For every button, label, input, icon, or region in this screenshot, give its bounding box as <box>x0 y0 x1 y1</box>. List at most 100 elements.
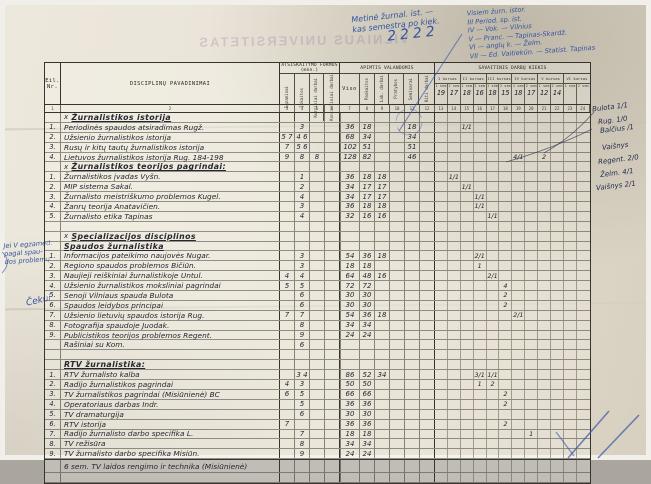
week-cell <box>474 389 487 399</box>
form-cell <box>325 419 340 429</box>
week-cell <box>538 211 552 221</box>
form-cell <box>280 473 295 483</box>
week-cell <box>512 281 526 291</box>
hours-cell <box>375 113 390 122</box>
week-cell <box>487 473 500 483</box>
week-cell <box>551 350 564 360</box>
form-cell <box>325 221 340 231</box>
week-cell <box>577 182 590 191</box>
week-cell <box>512 300 526 310</box>
week-cell <box>487 231 500 241</box>
week-cell <box>512 162 526 172</box>
hours-cell: 54 <box>340 310 360 320</box>
week-cell <box>499 330 513 340</box>
week-cell <box>512 350 526 360</box>
hours-cell: 18 <box>375 202 390 211</box>
form-cell <box>325 251 340 261</box>
hours-cell <box>390 281 405 291</box>
hours-cell <box>390 473 405 483</box>
week-cell <box>525 271 539 281</box>
week-cell <box>551 221 564 231</box>
column-index: 23 <box>564 105 577 112</box>
form-cell <box>325 360 340 370</box>
week-cell <box>461 241 474 251</box>
hours-cell <box>360 162 375 172</box>
section-title: x Žurnalistikos istorija <box>61 113 280 122</box>
semester-cell: 1 sem 18 <box>487 84 500 104</box>
table-row: x Žurnalistikos teorijos pagrindai: <box>45 162 590 173</box>
week-cell <box>525 251 539 261</box>
week-cell <box>435 172 448 182</box>
form-cell <box>280 399 295 409</box>
hours-cell <box>405 360 420 370</box>
week-cell <box>577 232 590 241</box>
hours-cell <box>420 380 435 389</box>
form-cell <box>310 350 325 360</box>
row-number <box>45 113 61 122</box>
hours-cell <box>390 192 405 202</box>
week-cell: 2 <box>499 399 513 409</box>
semester-cell: 2 sem 17 <box>525 84 539 104</box>
week-cell <box>551 281 564 291</box>
week-count: 12 <box>539 89 549 97</box>
hours-cell <box>405 380 420 389</box>
hours-cell <box>420 152 435 162</box>
week-cell <box>538 192 552 202</box>
week-cell <box>435 350 448 360</box>
hours-cell <box>375 281 390 291</box>
week-cell <box>538 360 552 370</box>
table-row: 2. Radijo žurnalistikos pagrindai 4 3 50 50 1 2 <box>45 380 590 390</box>
hours-cell <box>390 251 405 261</box>
hours-cell <box>420 241 435 251</box>
hours-cell <box>420 460 435 473</box>
discipline-name: Užsienio žurnalistikos istorija <box>61 133 280 142</box>
row-number: 4. <box>45 399 61 409</box>
week-cell <box>448 360 461 370</box>
hours-cell <box>420 370 435 380</box>
week-cell <box>525 241 539 251</box>
week-cell <box>577 172 590 181</box>
hours-cell <box>375 350 390 360</box>
form-cell <box>310 142 325 152</box>
semester-row: 1 sem 19 2 sem 17 1 sem 18 2 sem 16 1 sem 18 2 sem… <box>435 84 590 104</box>
week-cell <box>461 449 474 459</box>
week-cell <box>487 182 500 192</box>
week-cell <box>577 261 590 270</box>
table-row: 2. Regiono spaudos problemos Bičiūn. 3 18 18… <box>45 261 590 272</box>
column-label-vertical: Kiti darbai <box>423 75 429 103</box>
week-count: 18 <box>514 89 523 97</box>
hours-cell <box>405 399 420 409</box>
hours-cell: 32 <box>340 211 360 221</box>
form-cell: 8 <box>295 152 310 162</box>
discipline-name: Rusų ir kitų tautų žurnalistikos istorij… <box>61 143 280 152</box>
discipline-name <box>61 473 280 483</box>
discipline-name: TV režisūra <box>61 439 280 448</box>
week-cell <box>474 439 487 449</box>
week-cell <box>487 330 500 340</box>
form-cell <box>310 370 325 380</box>
hours-cell: 34 <box>405 132 420 142</box>
week-cell <box>577 301 590 310</box>
week-cell <box>564 202 577 211</box>
form-cell <box>325 132 340 142</box>
row-number: 7. <box>45 429 61 439</box>
hours-cell: 17 <box>360 182 375 192</box>
hours-cell <box>420 192 435 202</box>
row-number: 4. <box>45 202 61 211</box>
hours-cell: 36 <box>340 172 360 182</box>
hours-cell: 30 <box>360 300 375 310</box>
hours-cell: 86 <box>340 370 360 380</box>
hours-cell: 36 <box>340 399 360 409</box>
week-cell <box>499 122 513 132</box>
semester-label: 2 sem <box>474 84 486 88</box>
week-cell <box>474 320 487 330</box>
week-cell <box>525 439 539 449</box>
hours-cell <box>390 389 405 399</box>
week-cell <box>474 113 487 122</box>
week-cell <box>487 281 500 291</box>
week-cell <box>577 222 590 231</box>
hours-cell <box>375 399 390 409</box>
hours-cell: 52 <box>360 370 375 380</box>
week-cell <box>525 473 539 483</box>
week-cell <box>512 460 526 473</box>
